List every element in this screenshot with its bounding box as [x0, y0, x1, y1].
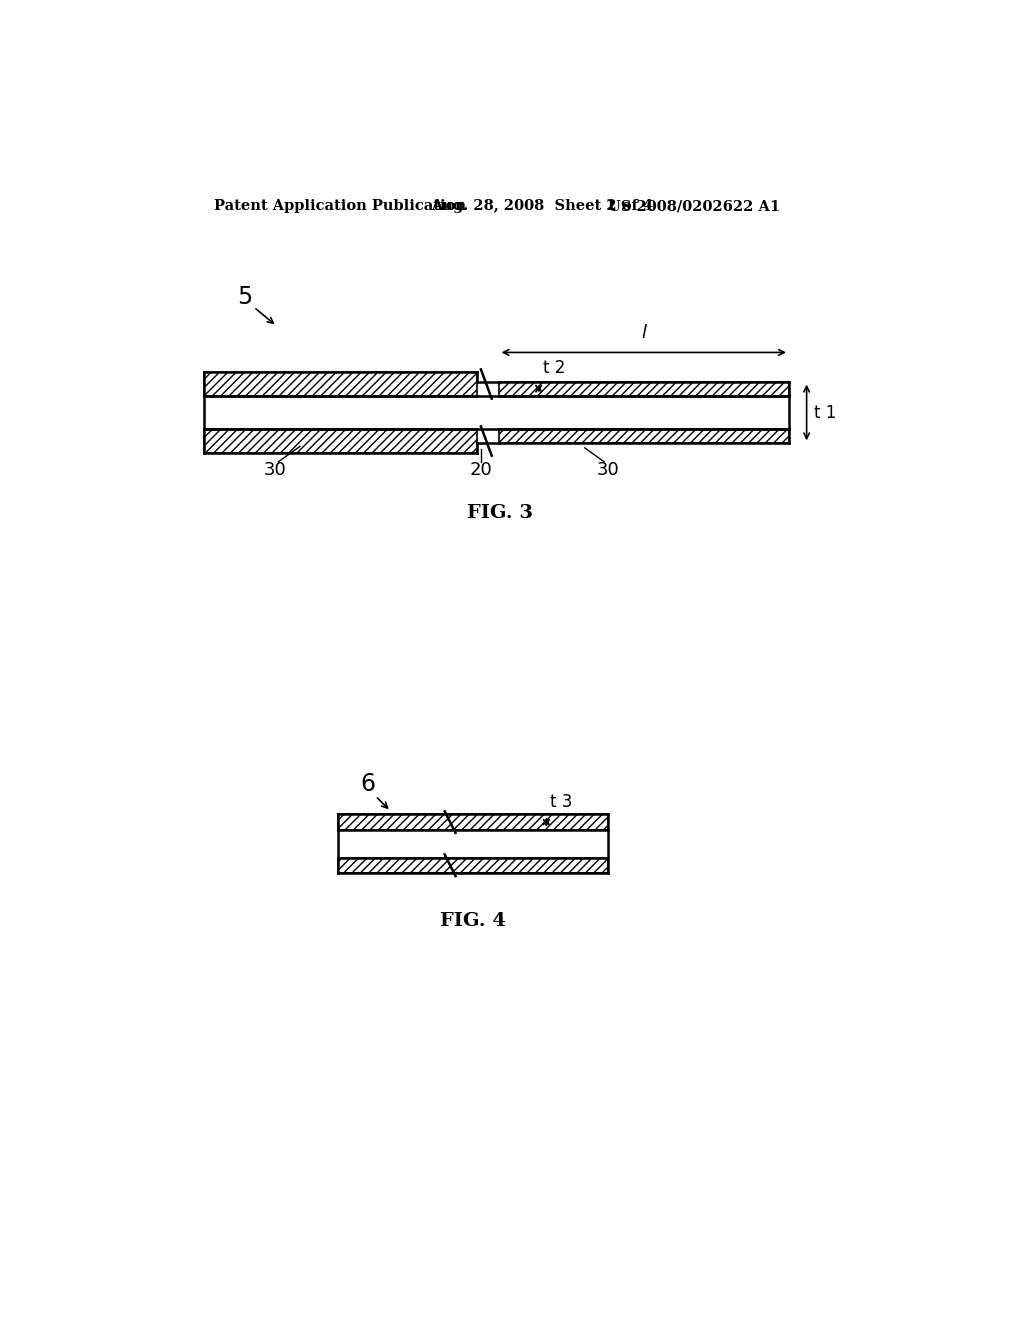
- Bar: [499, 381, 788, 396]
- Text: 5: 5: [237, 285, 252, 309]
- Text: t 1: t 1: [814, 404, 837, 421]
- Text: FIG. 4: FIG. 4: [440, 912, 506, 929]
- Text: 30: 30: [264, 461, 287, 479]
- Bar: [204, 372, 477, 396]
- Bar: [339, 858, 608, 873]
- Text: Patent Application Publication: Patent Application Publication: [214, 199, 466, 213]
- Text: 30: 30: [597, 461, 620, 479]
- Text: US 2008/0202622 A1: US 2008/0202622 A1: [608, 199, 780, 213]
- Bar: [339, 814, 608, 830]
- Bar: [204, 429, 477, 453]
- Text: t 3: t 3: [550, 793, 572, 810]
- Text: 6: 6: [360, 772, 375, 796]
- Text: l: l: [641, 323, 646, 342]
- Text: FIG. 3: FIG. 3: [467, 504, 534, 521]
- Text: Aug. 28, 2008  Sheet 2 of 4: Aug. 28, 2008 Sheet 2 of 4: [431, 199, 653, 213]
- Text: 20: 20: [470, 461, 493, 479]
- Text: t 2: t 2: [543, 359, 565, 376]
- Bar: [499, 429, 788, 444]
